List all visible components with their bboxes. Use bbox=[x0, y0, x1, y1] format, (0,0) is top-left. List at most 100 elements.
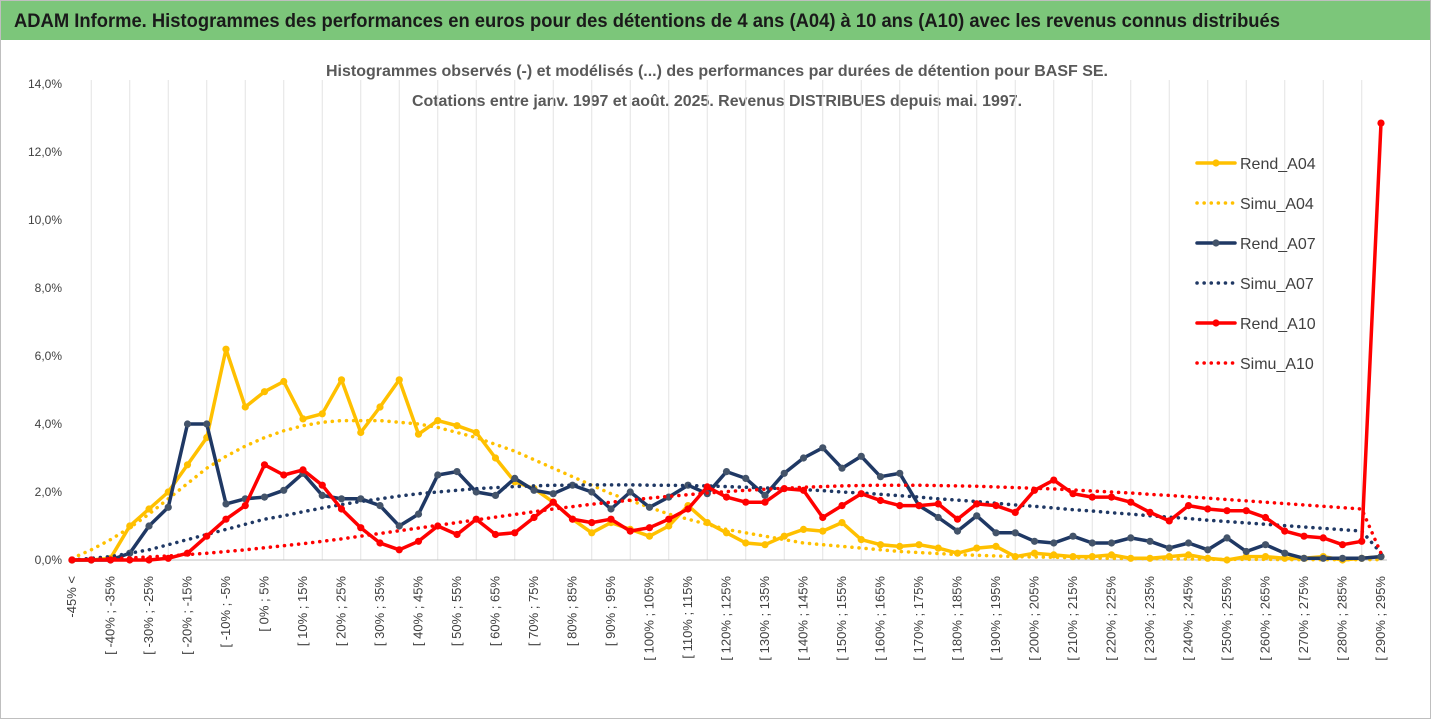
y-tick-label: 2,0% bbox=[35, 485, 63, 499]
x-tick-label: [ 0% ; 5% bbox=[257, 576, 272, 632]
data-point bbox=[1146, 537, 1154, 545]
x-tick-label: [ 20% ; 25% bbox=[334, 576, 349, 647]
data-point bbox=[260, 461, 269, 469]
data-point bbox=[222, 345, 230, 353]
x-tick-label: [ 120% ; 125% bbox=[719, 576, 734, 661]
data-point bbox=[607, 515, 615, 523]
x-tick-label: [ 190% ; 195% bbox=[988, 576, 1003, 661]
data-point bbox=[453, 468, 461, 476]
data-point bbox=[799, 454, 808, 462]
data-point bbox=[1300, 554, 1308, 562]
x-tick-label: [ 70% ; 75% bbox=[526, 576, 541, 647]
data-point bbox=[472, 488, 480, 496]
data-point bbox=[1300, 532, 1308, 540]
header-bar bbox=[1, 1, 1430, 40]
data-point bbox=[1223, 507, 1231, 515]
data-point bbox=[376, 403, 384, 411]
data-point bbox=[761, 541, 769, 549]
data-point bbox=[973, 500, 981, 508]
data-point bbox=[1030, 537, 1039, 545]
x-tick-label: [ 130% ; 135% bbox=[757, 576, 772, 661]
data-point bbox=[1319, 534, 1327, 542]
data-point bbox=[1107, 551, 1116, 559]
data-point bbox=[819, 513, 827, 522]
data-point bbox=[857, 490, 865, 498]
data-point bbox=[992, 502, 1000, 510]
x-tick-label: [ 280% ; 285% bbox=[1335, 576, 1350, 661]
data-point bbox=[703, 483, 711, 491]
data-point bbox=[838, 519, 846, 527]
x-tick-label: [ 170% ; 175% bbox=[911, 576, 926, 661]
data-point bbox=[819, 527, 827, 535]
data-point bbox=[915, 502, 923, 510]
y-tick-label: 10,0% bbox=[28, 213, 62, 227]
data-point bbox=[1358, 537, 1366, 545]
data-point bbox=[318, 481, 326, 489]
data-point bbox=[665, 522, 673, 530]
data-point bbox=[896, 469, 904, 477]
model-line bbox=[70, 418, 1383, 562]
data-point bbox=[934, 513, 942, 522]
y-tick-label: 6,0% bbox=[35, 349, 63, 363]
data-point bbox=[434, 417, 442, 425]
data-point bbox=[761, 498, 769, 506]
chart-subtitle: Histogrammes observés (-) et modélisés (… bbox=[326, 63, 1108, 80]
data-point bbox=[1050, 476, 1058, 484]
data-point bbox=[453, 530, 461, 539]
data-point bbox=[934, 500, 942, 508]
data-point bbox=[1204, 505, 1212, 513]
x-tick-label: [ 100% ; 105% bbox=[642, 576, 657, 661]
data-point bbox=[1319, 554, 1327, 562]
x-tick-label: [ 140% ; 145% bbox=[796, 576, 811, 661]
data-point bbox=[203, 420, 211, 428]
x-tick-label: [ 290% ; 295% bbox=[1373, 576, 1388, 661]
data-point bbox=[722, 493, 731, 501]
data-point bbox=[588, 519, 596, 527]
model-line bbox=[70, 483, 1383, 562]
data-point bbox=[1107, 493, 1116, 501]
legend-label: Rend_A10 bbox=[1240, 316, 1316, 333]
data-point bbox=[645, 524, 654, 532]
legend-marker bbox=[1212, 319, 1220, 327]
data-point bbox=[164, 503, 172, 511]
data-point bbox=[896, 502, 904, 510]
data-point bbox=[1011, 529, 1019, 537]
data-point bbox=[414, 510, 423, 518]
x-tick-label: [ 230% ; 235% bbox=[1142, 576, 1157, 661]
x-tick-label: [ 30% ; 35% bbox=[372, 576, 387, 647]
data-point bbox=[1050, 539, 1058, 547]
data-point bbox=[414, 430, 423, 438]
x-tick-label: [ 240% ; 245% bbox=[1181, 576, 1196, 661]
x-tick-label: [ 150% ; 155% bbox=[834, 576, 849, 661]
data-point bbox=[318, 410, 326, 418]
data-point bbox=[491, 454, 500, 462]
data-point bbox=[453, 422, 461, 430]
data-point bbox=[549, 498, 557, 506]
header-title: ADAM Informe. Histogrammes des performan… bbox=[14, 11, 1280, 32]
data-point bbox=[376, 502, 384, 510]
legend-marker bbox=[1212, 159, 1220, 167]
data-point bbox=[953, 527, 962, 535]
data-point bbox=[626, 488, 634, 496]
x-tick-label: [ 40% ; 45% bbox=[411, 576, 426, 647]
legend-label: Rend_A07 bbox=[1240, 236, 1316, 253]
data-point bbox=[1146, 508, 1154, 516]
data-point bbox=[183, 420, 192, 428]
x-tick-label: [ 250% ; 255% bbox=[1219, 576, 1234, 661]
data-point bbox=[1088, 493, 1096, 501]
data-point bbox=[876, 541, 885, 549]
data-point bbox=[1377, 119, 1385, 127]
data-point bbox=[607, 505, 615, 513]
data-point bbox=[530, 486, 538, 494]
x-tick-label: [ 160% ; 165% bbox=[873, 576, 888, 661]
data-point bbox=[395, 522, 403, 530]
data-point bbox=[876, 473, 885, 481]
data-point bbox=[1165, 517, 1173, 525]
y-tick-label: 0,0% bbox=[35, 553, 63, 567]
data-point bbox=[241, 403, 249, 411]
x-tick-label: [ 210% ; 215% bbox=[1065, 576, 1080, 661]
data-point bbox=[1107, 539, 1116, 547]
data-point bbox=[568, 481, 577, 489]
